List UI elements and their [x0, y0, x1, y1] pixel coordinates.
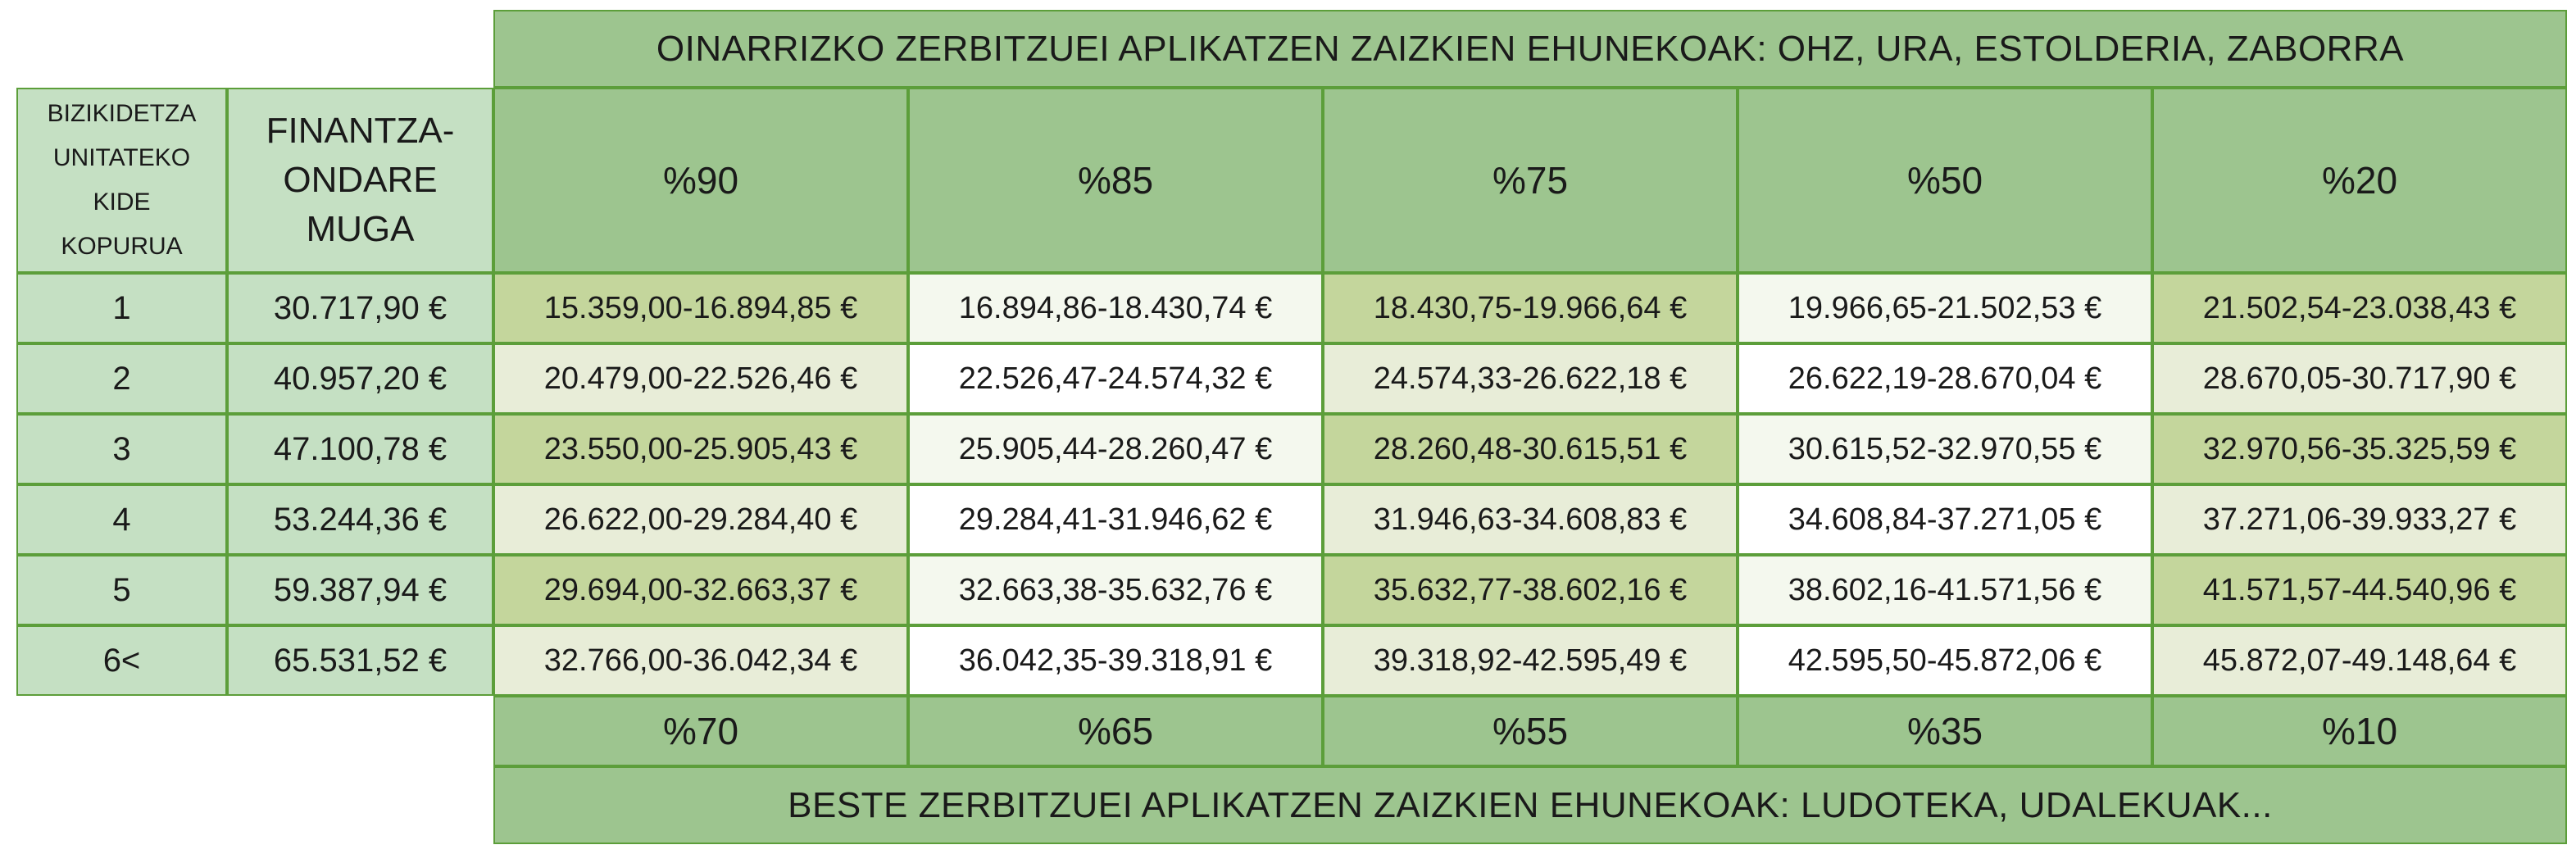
top-percentage-header: %20 — [2152, 88, 2567, 273]
income-range-cell: 26.622,19-28.670,04 € — [1738, 343, 2152, 414]
income-range-cell: 32.663,38-35.632,76 € — [908, 555, 1323, 625]
income-range-cell: 26.622,00-29.284,40 € — [493, 484, 908, 555]
members-count-cell: 2 — [16, 343, 227, 414]
top-percentage-header: %50 — [1738, 88, 2152, 273]
income-range-cell: 21.502,54-23.038,43 € — [2152, 273, 2567, 343]
income-range-cell: 23.550,00-25.905,43 € — [493, 414, 908, 484]
bottom-percentage-header: %35 — [1738, 696, 2152, 766]
limit-cell: 53.244,36 € — [227, 484, 493, 555]
limit-cell: 47.100,78 € — [227, 414, 493, 484]
income-range-cell: 30.615,52-32.970,55 € — [1738, 414, 2152, 484]
limit-header: FINANTZA- ONDARE MUGA — [227, 88, 493, 273]
income-range-cell: 42.595,50-45.872,06 € — [1738, 625, 2152, 696]
bottom-percentage-header: %10 — [2152, 696, 2567, 766]
income-range-cell: 38.602,16-41.571,56 € — [1738, 555, 2152, 625]
income-range-cell: 34.608,84-37.271,05 € — [1738, 484, 2152, 555]
limit-header-line: MUGA — [306, 209, 415, 249]
income-range-cell: 24.574,33-26.622,18 € — [1323, 343, 1738, 414]
bottom-percentage-header: %65 — [908, 696, 1323, 766]
limit-header-line: ONDARE — [283, 160, 438, 200]
members-count-cell: 4 — [16, 484, 227, 555]
limit-cell: 40.957,20 € — [227, 343, 493, 414]
income-range-cell: 37.271,06-39.933,27 € — [2152, 484, 2567, 555]
bottom-percentage-header: %70 — [493, 696, 908, 766]
members-count-cell: 6< — [16, 625, 227, 696]
income-range-cell: 20.479,00-22.526,46 € — [493, 343, 908, 414]
income-range-cell: 22.526,47-24.574,32 € — [908, 343, 1323, 414]
income-range-cell: 28.260,48-30.615,51 € — [1323, 414, 1738, 484]
income-range-cell: 18.430,75-19.966,64 € — [1323, 273, 1738, 343]
top-percentage-header: %75 — [1323, 88, 1738, 273]
income-range-cell: 41.571,57-44.540,96 € — [2152, 555, 2567, 625]
members-count-cell: 5 — [16, 555, 227, 625]
income-range-cell: 31.946,63-34.608,83 € — [1323, 484, 1738, 555]
income-range-cell: 29.694,00-32.663,37 € — [493, 555, 908, 625]
bottom-title: BESTE ZERBITZUEI APLIKATZEN ZAIZKIEN EHU… — [493, 766, 2567, 844]
top-percentage-header: %85 — [908, 88, 1323, 273]
members-count-cell: 1 — [16, 273, 227, 343]
limit-cell: 30.717,90 € — [227, 273, 493, 343]
members-header-line: KOPURUA — [61, 233, 183, 260]
income-range-cell: 16.894,86-18.430,74 € — [908, 273, 1323, 343]
members-header-line: BIZIKIDETZA — [47, 100, 197, 127]
limit-cell: 65.531,52 € — [227, 625, 493, 696]
income-range-cell: 32.766,00-36.042,34 € — [493, 625, 908, 696]
income-range-cell: 25.905,44-28.260,47 € — [908, 414, 1323, 484]
bottom-percentage-header: %55 — [1323, 696, 1738, 766]
limit-cell: 59.387,94 € — [227, 555, 493, 625]
members-header-line: UNITATEKO — [52, 144, 191, 171]
income-range-cell: 35.632,77-38.602,16 € — [1323, 555, 1738, 625]
income-range-cell: 32.970,56-35.325,59 € — [2152, 414, 2567, 484]
income-range-cell: 28.670,05-30.717,90 € — [2152, 343, 2567, 414]
income-range-cell: 15.359,00-16.894,85 € — [493, 273, 908, 343]
income-range-cell: 19.966,65-21.502,53 € — [1738, 273, 2152, 343]
top-percentage-header: %90 — [493, 88, 908, 273]
income-range-cell: 39.318,92-42.595,49 € — [1323, 625, 1738, 696]
limit-header-line: FINANTZA- — [266, 111, 455, 151]
top-title: OINARRIZKO ZERBITZUEI APLIKATZEN ZAIZKIE… — [493, 10, 2567, 88]
income-range-cell: 29.284,41-31.946,62 € — [908, 484, 1323, 555]
income-range-cell: 36.042,35-39.318,91 € — [908, 625, 1323, 696]
income-range-cell: 45.872,07-49.148,64 € — [2152, 625, 2567, 696]
members-header: BIZIKIDETZA UNITATEKO KIDE KOPURUA — [16, 88, 227, 273]
members-count-cell: 3 — [16, 414, 227, 484]
members-header-line: KIDE — [93, 189, 151, 216]
